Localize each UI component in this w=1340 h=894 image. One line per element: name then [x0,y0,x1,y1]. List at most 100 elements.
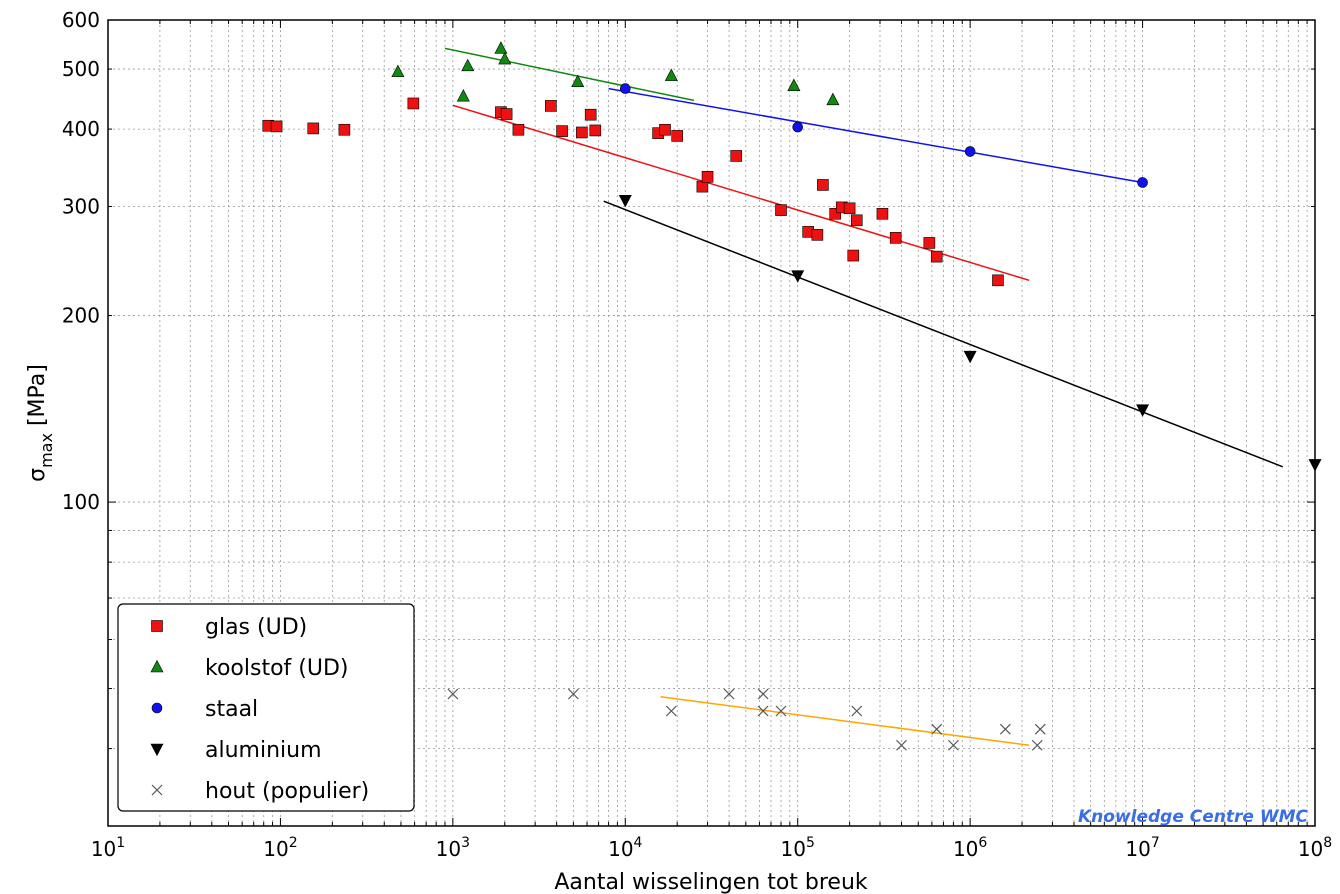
series-0-point [659,123,671,136]
series-0-point [576,126,588,139]
legend-label-0: glas (UD) [205,615,307,640]
series-1-point [494,41,508,54]
x-tick-label: 102 [263,835,297,861]
series-4-point [757,705,769,717]
series-0-point [850,214,863,227]
series-0-point [811,229,824,241]
y-tick-label: 500 [62,57,100,81]
series-0-point [584,108,597,121]
series-1-point [498,51,512,65]
x-tick-label: 106 [953,835,987,861]
series-1-point [461,58,475,72]
series-2-point [1137,177,1148,188]
series-0-point [843,202,856,215]
series-0-point [500,108,513,120]
series-4-point [948,739,959,751]
series-4-point [567,688,579,700]
legend-marker-3 [150,743,164,757]
series-4-point [447,688,459,700]
y-tick-label: 100 [62,490,100,514]
watermark-text: Knowledge Centre WMC [1078,807,1309,827]
series-0-point [992,274,1004,287]
series-3-point [618,194,632,208]
axis-ticks: 100 200 300 400 500 600 101 102 103 104 105 106 107 1… [62,8,1332,861]
series-0-point [545,100,557,112]
series-4-point [775,705,787,717]
legend-label-3: aluminium [205,738,322,763]
y-tick-label: 300 [62,194,100,218]
series-1-point [391,64,405,78]
legend-label-1: koolstof (UD) [205,656,348,681]
series-2-point [792,121,804,133]
series-2-point [964,146,976,157]
series-4-point [851,705,863,717]
x-tick-label: 104 [608,835,642,861]
series-0-point [589,124,602,137]
series-4-point [1031,739,1043,751]
series-3-point [791,270,805,283]
series-0-point [671,130,683,142]
series-4-point [723,688,735,700]
legend-label-4: hout (populier) [205,779,369,804]
series-4-point [896,739,907,751]
series-0-point [307,122,320,135]
series-0-point [696,180,709,193]
series-1-point [571,74,585,88]
legend-marker-1 [150,659,164,673]
series-0-point [270,120,283,133]
series-4-point [665,705,677,717]
x-tick-label: 107 [1125,835,1159,861]
x-tick-label: 105 [781,835,815,861]
series-1-point [787,78,801,92]
legend-label-2: staal [205,697,258,722]
series-2-point [619,83,631,94]
series-4-point [1034,723,1046,735]
x-tick-label: 108 [1298,835,1332,861]
legend-marker-2 [151,702,163,714]
series-3-point [1136,404,1150,417]
series-3-fit-line [603,200,1284,468]
series-4-fit-line [660,696,1030,747]
series-0-point [930,250,943,263]
plot-area-frame [107,19,1316,827]
x-tick-label: 101 [91,835,125,861]
series-4-point [931,723,943,735]
y-axis-unit: [MPa] [25,364,50,433]
series-1-fit-line [444,47,695,102]
series-2-fit-line [608,87,1143,184]
series-0-point [730,150,743,162]
legend-box [117,603,415,812]
y-tick-label: 600 [62,8,100,32]
series-1-point [456,89,470,102]
data-markers [262,41,1322,751]
series-0-point [407,97,420,110]
y-axis-title: σmax [MPa] [25,364,56,482]
series-0-point [556,125,568,137]
legend-marker-0 [151,620,163,632]
y-axis-symbol: σ [25,468,50,482]
y-tick-label: 200 [62,304,100,328]
series-0-point [923,237,936,249]
series-0-point [338,123,351,136]
x-axis-title: Aantal wisselingen tot breuk [554,870,868,894]
x-tick-label: 103 [436,835,470,861]
series-0-point [876,207,889,220]
series-1-point [826,92,840,106]
series-4-point [757,688,769,700]
series-0-point [889,232,902,244]
series-0-point [701,171,714,183]
series-4-point [999,723,1011,735]
series-3-point [963,350,977,364]
y-tick-label: 400 [62,117,100,141]
legend-marker-4 [151,784,163,796]
series-0-point [775,204,787,216]
fit-lines [444,47,1284,747]
series-0-point [817,179,829,191]
series-0-point [847,249,860,262]
series-0-point [829,207,842,220]
legend: glas (UD) koolstof (UD) staal aluminium hout… [117,603,415,812]
series-1-point [664,68,678,81]
series-0-point [512,123,525,136]
y-axis-subscript: max [37,433,56,468]
